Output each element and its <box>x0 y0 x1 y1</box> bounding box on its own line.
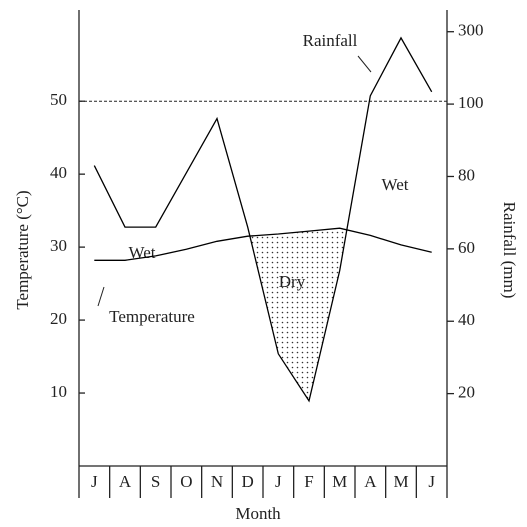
x-tick-label: F <box>304 472 313 491</box>
y2-tick-label: 20 <box>458 383 475 402</box>
y2-tick-label: 100 <box>458 93 484 112</box>
x-tick-label: J <box>91 472 98 491</box>
x-tick-label: A <box>364 472 377 491</box>
y-tick-label: 20 <box>50 309 67 328</box>
x-tick-label: O <box>180 472 192 491</box>
y2-tick-label: 80 <box>458 165 475 184</box>
annotation: Dry <box>279 272 306 291</box>
y-axis-label: Temperature (°C) <box>13 190 32 309</box>
y2-tick-label: 40 <box>458 310 475 329</box>
x-tick-label: S <box>151 472 160 491</box>
rainfall-label: Rainfall <box>303 31 358 50</box>
x-tick-label: M <box>332 472 347 491</box>
y-tick-label: 40 <box>50 163 67 182</box>
x-tick-label: N <box>211 472 223 491</box>
y2-tick-label: 60 <box>458 238 475 257</box>
y-tick-label: 10 <box>50 382 67 401</box>
leader-line <box>97 286 105 307</box>
x-tick-label: J <box>428 472 435 491</box>
y-tick-label: 50 <box>50 90 67 109</box>
annotation: Wet <box>382 175 409 194</box>
temperature-label: Temperature <box>109 307 195 326</box>
y2-axis-label: Rainfall (mm) <box>500 202 519 299</box>
x-axis-label: Month <box>235 504 281 523</box>
x-tick-label: D <box>242 472 254 491</box>
series-line <box>93 36 433 403</box>
dry-area <box>249 228 347 401</box>
y-tick-label: 30 <box>50 236 67 255</box>
x-tick-label: A <box>119 472 132 491</box>
y2-tick-label: 300 <box>458 21 484 40</box>
x-tick-label: M <box>393 472 408 491</box>
x-tick-label: J <box>275 472 282 491</box>
series-line <box>94 227 432 261</box>
leader-line <box>357 55 372 73</box>
